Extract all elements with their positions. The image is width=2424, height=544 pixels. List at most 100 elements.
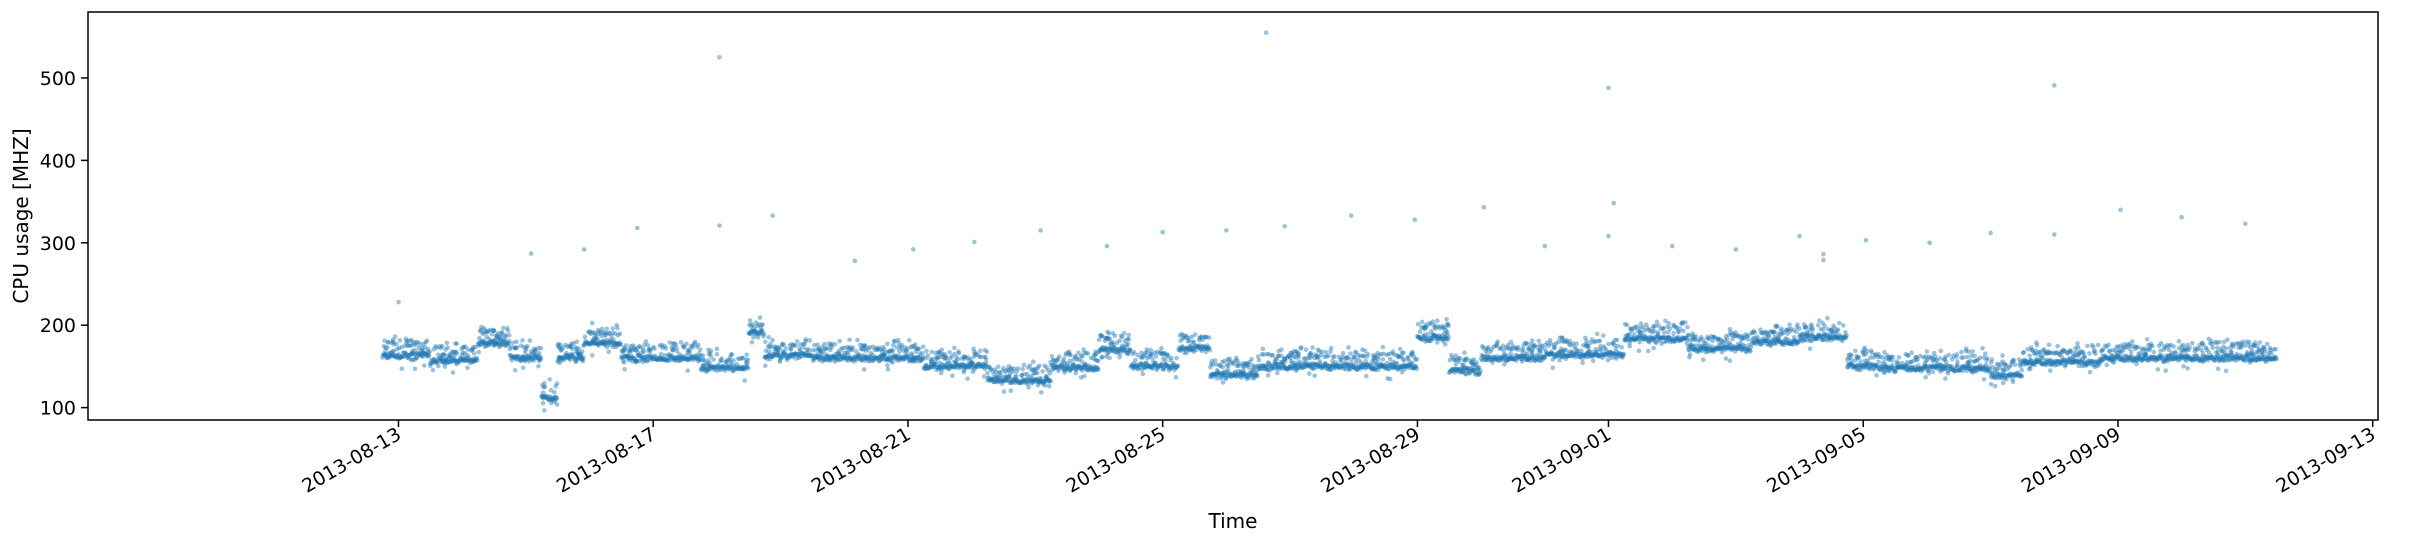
data-point [390, 353, 396, 359]
data-point [532, 349, 537, 354]
data-point [403, 336, 409, 342]
data-point [679, 355, 684, 361]
data-point [514, 345, 520, 350]
data-point [633, 360, 639, 365]
data-point [628, 355, 633, 361]
data-point [585, 329, 591, 335]
data-point [680, 355, 685, 360]
data-point [1220, 380, 1226, 385]
data-point [643, 339, 649, 344]
data-point [552, 396, 558, 402]
data-point [507, 352, 513, 358]
y-tick-label: 100 [40, 398, 76, 420]
data-point [1529, 338, 1535, 343]
data-point [513, 356, 519, 361]
data-point [1989, 357, 1995, 362]
data-point [1140, 371, 1146, 377]
data-point [567, 354, 572, 360]
data-point [543, 393, 548, 399]
data-point [407, 356, 413, 362]
data-point [383, 352, 389, 358]
data-point [695, 356, 700, 362]
data-point [540, 396, 546, 401]
data-point [482, 341, 488, 346]
data-point [1590, 358, 1596, 364]
data-point [2000, 353, 2005, 358]
data-point [428, 361, 433, 367]
data-point [410, 348, 415, 354]
data-point [485, 329, 490, 335]
data-point [400, 350, 406, 355]
data-point [384, 355, 389, 360]
data-point [542, 394, 547, 400]
data-point [1015, 366, 1021, 371]
data-point [598, 340, 604, 346]
data-point [584, 340, 590, 345]
data-point [419, 352, 425, 357]
data-point [2176, 338, 2182, 344]
data-point [1624, 322, 1630, 328]
data-point [426, 349, 431, 355]
data-point [1348, 351, 1353, 356]
data-point [2151, 349, 2157, 355]
outlier-point [396, 299, 401, 305]
data-point [1955, 359, 1960, 364]
data-point [647, 357, 653, 363]
data-point [506, 338, 512, 344]
data-point [664, 357, 669, 362]
data-point [1772, 329, 1777, 335]
data-point [679, 354, 684, 359]
data-point [622, 367, 627, 372]
data-point [438, 345, 444, 351]
data-point [423, 340, 429, 345]
data-point [464, 358, 470, 364]
data-point [1417, 329, 1423, 335]
data-point [607, 339, 613, 345]
data-point [2150, 343, 2155, 349]
data-point [698, 357, 703, 363]
data-point [680, 343, 686, 349]
data-point [463, 355, 469, 360]
data-point [451, 358, 456, 364]
data-point [388, 350, 393, 355]
data-point [493, 341, 499, 347]
data-point [1117, 338, 1122, 344]
data-point [576, 352, 582, 358]
data-point [471, 359, 476, 365]
data-point [581, 343, 586, 348]
data-point [386, 355, 392, 360]
data-point [572, 355, 578, 361]
data-point [435, 356, 440, 362]
data-point [541, 385, 546, 390]
data-point [688, 353, 694, 358]
data-point [465, 357, 471, 363]
data-point [2190, 340, 2195, 346]
data-point [794, 339, 800, 344]
data-point [554, 402, 560, 407]
data-point [458, 356, 464, 362]
data-point [705, 367, 710, 373]
data-point [399, 366, 405, 372]
data-point [696, 351, 702, 356]
data-point [491, 338, 496, 343]
data-point [427, 349, 432, 355]
data-point [565, 344, 570, 350]
data-point [558, 355, 564, 361]
data-point [1443, 341, 1448, 347]
data-point [438, 355, 443, 361]
data-point [461, 357, 467, 362]
data-point [603, 330, 608, 336]
data-point [2163, 368, 2168, 373]
data-point [452, 357, 458, 363]
data-point [582, 334, 588, 340]
data-point [384, 355, 390, 361]
data-point [529, 357, 535, 363]
data-point [610, 330, 615, 336]
data-point [793, 343, 799, 348]
data-point [527, 355, 533, 361]
data-point [572, 356, 577, 362]
data-point [2021, 350, 2027, 355]
data-point [548, 400, 554, 406]
data-point [2181, 364, 2186, 369]
data-point [557, 346, 562, 351]
